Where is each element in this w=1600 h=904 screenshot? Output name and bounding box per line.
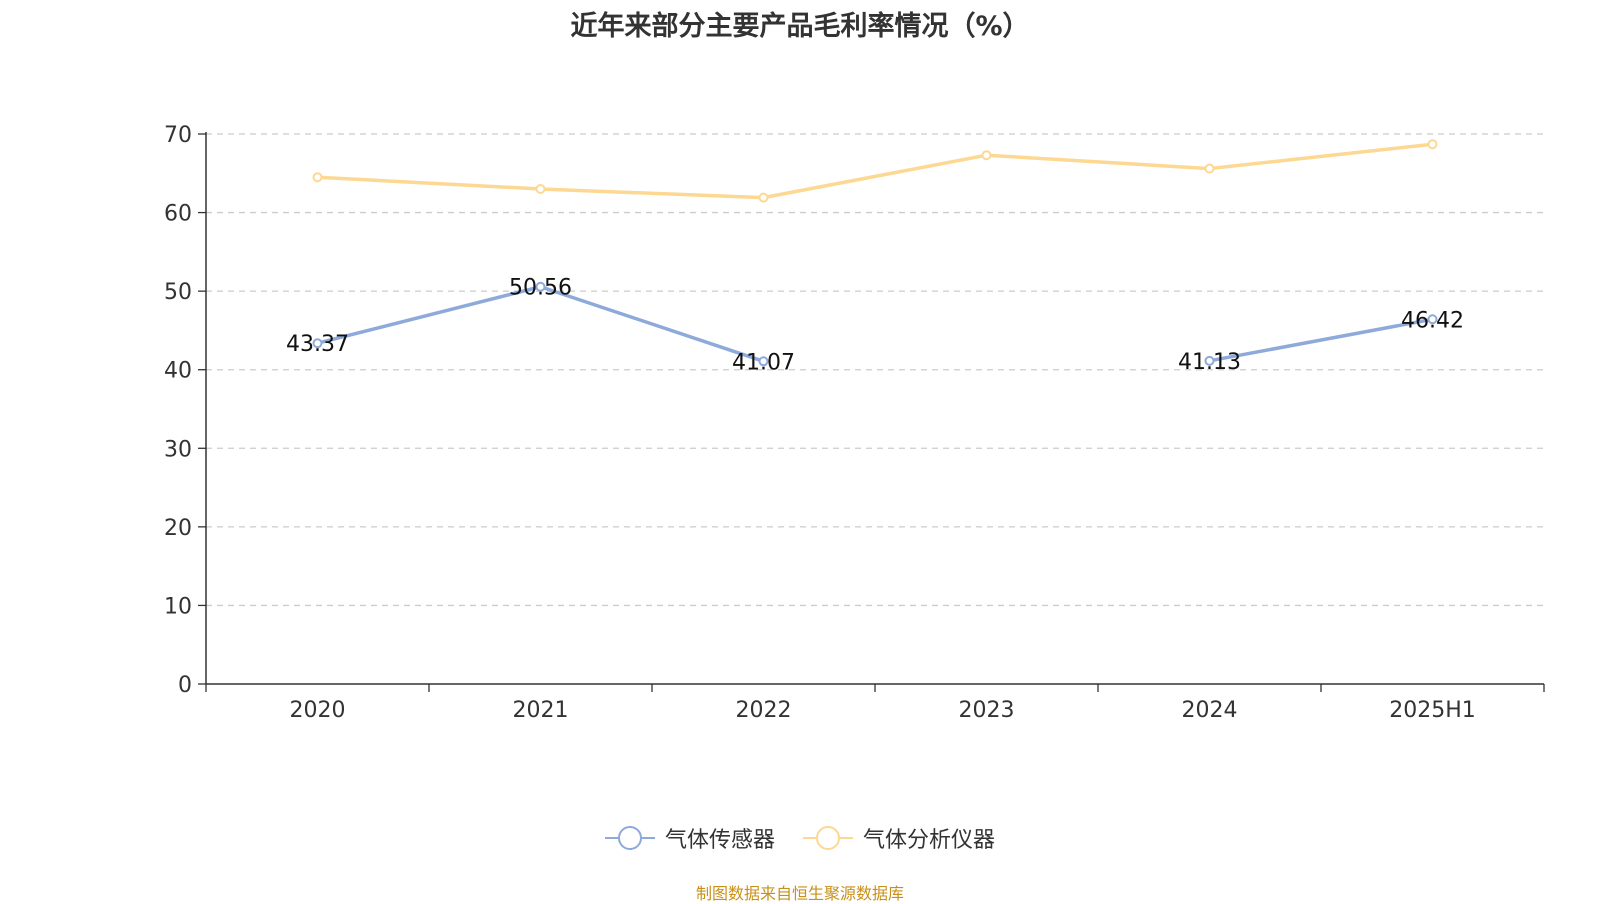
data-point [535, 184, 546, 194]
x-tick-label: 2024 [1182, 698, 1238, 723]
data-labels: 43.37 50.56 41.07 41.13 46.42 [286, 276, 1464, 376]
axes: 0 10 20 30 40 50 60 70 2020 2021 2022 2023 2024 2025H… [164, 123, 1545, 723]
data-point [981, 150, 992, 161]
x-tick-label: 2020 [290, 698, 346, 723]
legend-marker-icon [604, 825, 655, 851]
x-tick-label: 2021 [513, 698, 569, 723]
data-label: 41.13 [1178, 350, 1241, 375]
series-line [1207, 317, 1435, 363]
legend-item-gas-sensor[interactable]: 气体传感器 [604, 822, 775, 854]
chart-title: 近年来部分主要产品毛利率情况（%） [570, 11, 1030, 42]
legend-item-gas-analyzer[interactable]: 气体分析仪器 [803, 822, 995, 854]
series-0 [312, 281, 1438, 367]
legend-circle [617, 826, 642, 850]
x-tick-label: 2022 [736, 698, 792, 723]
data-label: 50.56 [509, 276, 572, 301]
y-tick-label: 50 [164, 280, 192, 305]
y-tick-label: 70 [164, 123, 192, 148]
data-point [312, 172, 323, 183]
data-point [1204, 355, 1215, 366]
data-point [535, 281, 546, 292]
series-line [315, 142, 1435, 200]
y-tick-label: 30 [164, 437, 192, 462]
data-point [312, 338, 323, 349]
data-point [758, 356, 769, 367]
legend-label: 气体传感器 [664, 828, 775, 853]
y-tick-label: 40 [164, 359, 192, 384]
series [312, 139, 1438, 367]
legend-marker-icon [803, 825, 853, 851]
data-source-note: 制图数据来自恒生聚源数据库 [695, 884, 904, 903]
y-tick-label: 60 [164, 202, 192, 227]
y-tick-label: 10 [164, 594, 192, 619]
data-label: 43.37 [286, 332, 349, 357]
data-point [1204, 163, 1215, 174]
x-tick-label: 2023 [959, 698, 1015, 723]
data-point [758, 192, 769, 203]
legend: 气体传感器 气体分析仪器 [0, 822, 1600, 854]
data-label: 46.42 [1401, 308, 1464, 333]
data-point [1427, 314, 1438, 325]
legend-label: 气体分析仪器 [863, 828, 996, 853]
data-point [1427, 139, 1438, 150]
data-label: 41.07 [732, 350, 795, 375]
y-tick-label: 0 [178, 673, 192, 698]
x-tick-label: 2025H1 [1389, 698, 1476, 723]
y-tick-label: 20 [164, 516, 192, 541]
series-1 [312, 139, 1438, 203]
grid-lines [206, 133, 1544, 607]
legend-circle [816, 826, 840, 850]
